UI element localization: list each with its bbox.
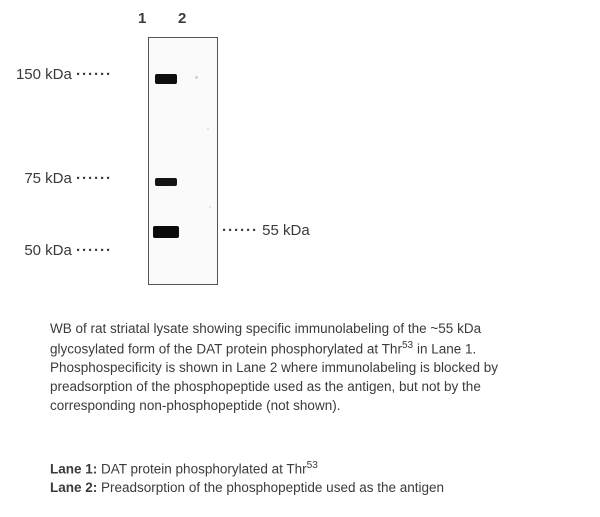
lane1-number: 1 [138, 10, 146, 27]
lane2-number: 2 [178, 10, 186, 27]
mw-75-text: 75 kDa [24, 170, 72, 187]
lane2-description: Lane 2: Preadsorption of the phosphopept… [50, 480, 550, 495]
mw-150-text: 150 kDa [16, 66, 72, 83]
blot-band [153, 226, 179, 238]
mw-150-dots: ······ [76, 66, 112, 83]
band-55-label: ······ 55 kDa [222, 222, 310, 239]
blot-area: 1 2 150 kDa ······ 75 kDa ······ 50 kDa … [30, 10, 380, 290]
blot-speck [209, 206, 211, 208]
mw-50-text: 50 kDa [24, 242, 72, 259]
band-55-dots: ······ [222, 222, 258, 239]
lane1-bold: Lane 1: [50, 462, 97, 477]
mw-50: 50 kDa ······ [24, 242, 112, 259]
mw-75: 75 kDa ······ [24, 170, 112, 187]
mw-75-dots: ······ [76, 170, 112, 187]
lane2-text: Preadsorption of the phosphopeptide used… [97, 480, 444, 495]
blot-band [155, 74, 177, 84]
blot-band [155, 178, 177, 186]
caption-sup: 53 [402, 340, 413, 351]
figure-caption: WB of rat striatal lysate showing specif… [50, 320, 550, 416]
blot-speck [207, 128, 209, 130]
mw-150: 150 kDa ······ [16, 66, 112, 83]
blot-membrane [148, 37, 218, 285]
band-55-text: 55 kDa [262, 222, 310, 239]
lane1-description: Lane 1: DAT protein phosphorylated at Th… [50, 460, 550, 477]
lane1-text: DAT protein phosphorylated at Thr [97, 462, 306, 477]
blot-speck [195, 76, 198, 79]
lane1-sup: 53 [307, 460, 318, 471]
lane2-bold: Lane 2: [50, 480, 97, 495]
mw-50-dots: ······ [76, 242, 112, 259]
